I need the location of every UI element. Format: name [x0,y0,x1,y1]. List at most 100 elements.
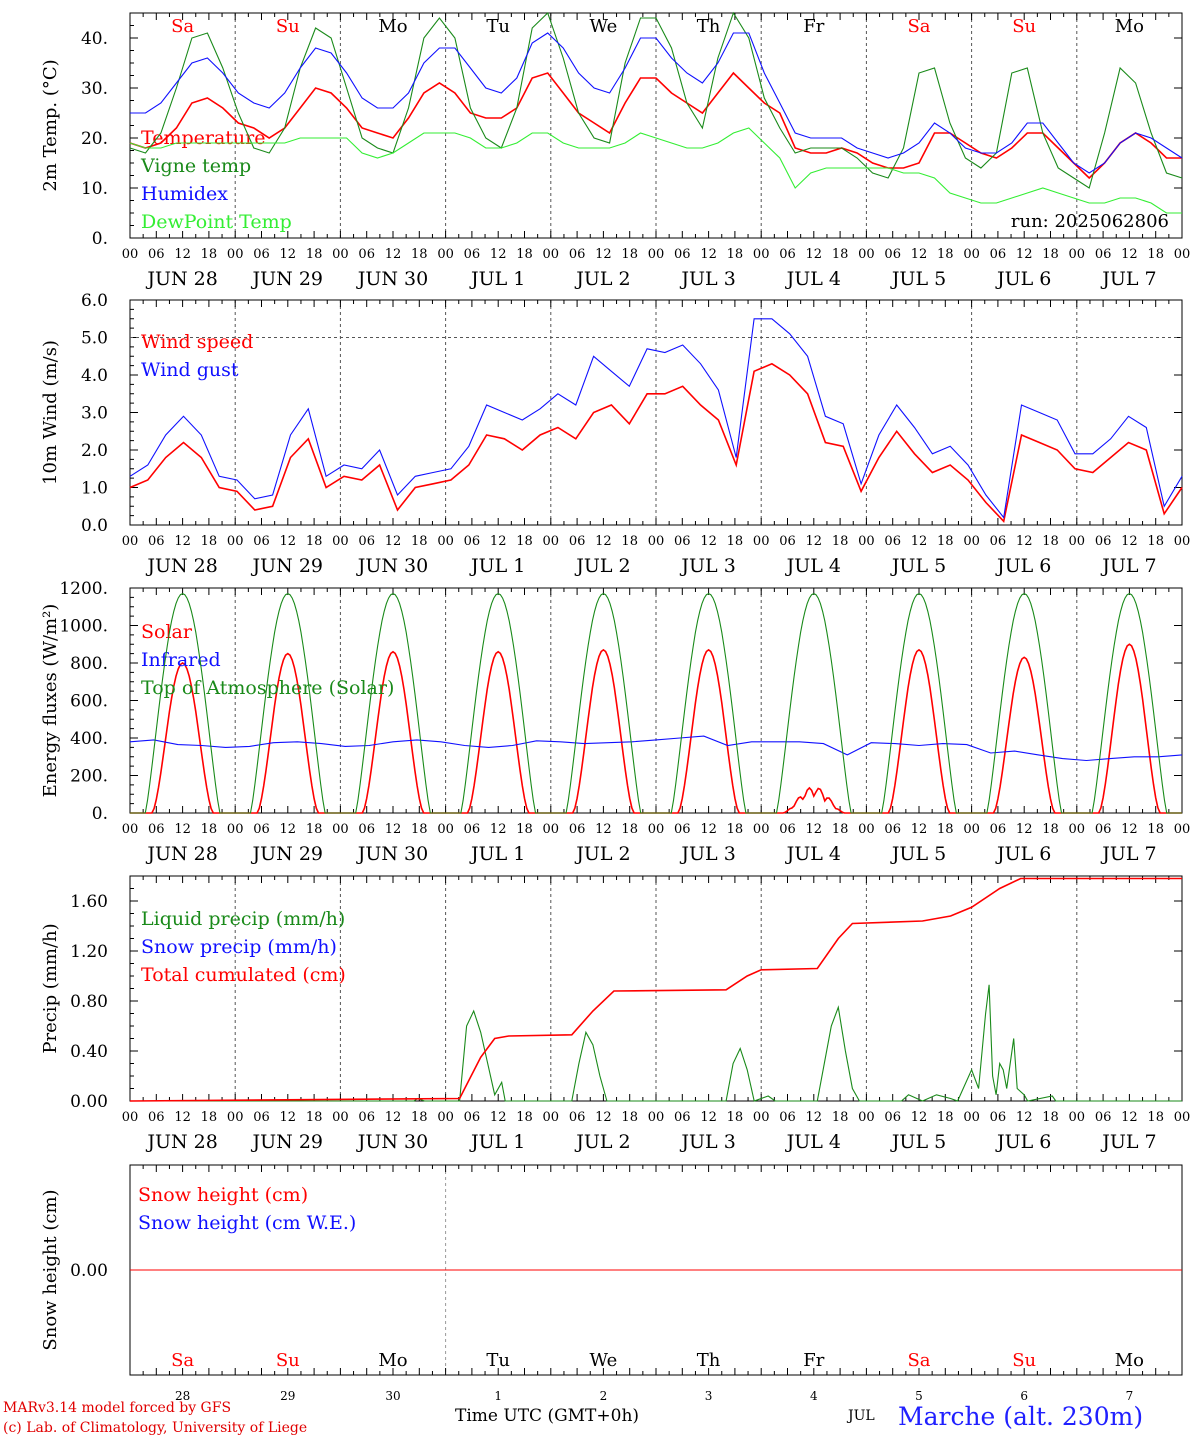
series-line-infrared [129,735,1183,762]
hour-tick-label: 12 [490,1110,507,1125]
hour-tick-label: 00 [1069,822,1086,837]
plot-frame [129,12,1183,239]
date-label: JUL 4 [785,555,841,577]
y-tick-label: 30. [81,79,108,99]
hour-tick-label: 12 [1016,534,1033,549]
hour-tick-label: 18 [1147,534,1164,549]
hour-tick-label: 06 [990,247,1007,262]
hour-tick-label: 18 [411,1110,428,1125]
date-label: JUL 5 [890,555,946,577]
y-tick-label: 40. [81,29,108,49]
hour-tick-label: 18 [516,534,533,549]
hour-tick-label: 06 [779,822,796,837]
hour-tick-label: 18 [727,247,744,262]
hour-tick-label: 00 [753,1110,770,1125]
legend-entry: Humidex [141,183,228,205]
y-tick-label: 10. [81,179,108,199]
hour-tick-label: 00 [1174,1110,1191,1125]
y-tick-label: 0.00 [70,1092,108,1112]
hour-tick-label: 18 [1042,534,1059,549]
weekday-label: Th [697,16,721,37]
hour-tick-label: 00 [437,1110,454,1125]
hour-tick-label: 18 [1147,1110,1164,1125]
panel-5: 0.00 Snow height (cm) 28 29 30 1 2 3 4 5 6 7 Snow he… [40,1164,1183,1403]
y-tick-label: 0.40 [70,1042,108,1062]
legend-entry: Snow height (cm) [138,1184,308,1206]
hour-tick-label: 06 [253,247,270,262]
hour-tick-label: 12 [911,247,928,262]
weekday-label: We [590,1350,618,1371]
weekday-label: Th [697,1350,721,1371]
hour-tick-label: 00 [543,247,560,262]
y-tick-label: 3.0 [81,404,108,424]
hour-tick-label: 00 [1174,822,1191,837]
hour-tick-label: 18 [937,822,954,837]
hour-tick-label: 06 [1095,1110,1112,1125]
date-label: JUL 6 [995,1131,1051,1153]
hour-tick-label: 06 [148,822,165,837]
hour-tick-label: 00 [963,247,980,262]
weekday-label: Mo [378,16,407,37]
legend-entry: Wind speed [141,331,253,353]
hour-tick-label: 00 [648,247,665,262]
hour-tick-label: 00 [543,1110,560,1125]
series-line-wind-gust [129,318,1183,519]
hour-tick-label: 00 [437,247,454,262]
hour-tick-label: 18 [516,1110,533,1125]
hour-tick-label: 18 [621,534,638,549]
weekday-label: Fr [803,16,824,37]
hour-tick-label: 06 [569,822,586,837]
y-tick-label: 800. [70,654,108,674]
legend-entry: Infrared [141,649,221,671]
hour-tick-label: 12 [174,822,191,837]
panel-4: 0.00 0.40 0.80 1.20 1.60 Precip (mm/h) 00 06 12 1… [40,875,1191,1153]
x-axis-title: Time UTC (GMT+0h) [455,1406,640,1426]
hour-tick-label: 00 [122,1110,139,1125]
hour-tick-label: 18 [411,247,428,262]
hour-tick-label: 18 [937,1110,954,1125]
date-label: JUN 30 [356,555,428,577]
hour-tick-label: 18 [411,534,428,549]
hour-tick-label: 00 [543,534,560,549]
hour-tick-label: 00 [122,247,139,262]
hour-tick-label: 00 [227,822,244,837]
hour-tick-label: 06 [884,1110,901,1125]
date-label: JUN 30 [356,843,428,865]
model-credit: MARv3.14 model forced by GFS [3,1400,232,1416]
hour-tick-label: 18 [621,822,638,837]
day-number-label: 4 [810,1389,818,1403]
hour-tick-label: 06 [148,247,165,262]
hour-tick-label: 06 [674,822,691,837]
y-tick-label: 0. [92,804,108,824]
hour-tick-label: 00 [332,822,349,837]
hour-tick-label: 06 [1095,822,1112,837]
date-label: JUL 3 [679,843,735,865]
hour-tick-label: 18 [832,247,849,262]
y-tick-label: 1000. [59,617,108,637]
date-label: JUN 29 [251,843,323,865]
date-label: JUL 7 [1100,268,1156,290]
hour-tick-label: 06 [253,822,270,837]
hour-tick-label: 06 [674,247,691,262]
date-label: JUL 1 [469,1131,525,1153]
legend-entry: Temperature [141,127,265,149]
date-label: JUN 29 [251,1131,323,1153]
y-axis-label: Energy fluxes (W/m²) [40,604,61,798]
weekday-label: Su [276,1350,300,1371]
series-line-temperature [129,71,1182,180]
hour-tick-label: 00 [963,534,980,549]
hour-tick-label: 18 [1042,822,1059,837]
hour-tick-label: 06 [990,534,1007,549]
y-tick-label: 6.0 [81,291,108,311]
legend-entry: Wind gust [141,359,239,381]
y-tick-label: 1.60 [70,892,108,912]
hour-tick-label: 12 [595,1110,612,1125]
hour-tick-label: 00 [227,1110,244,1125]
hour-tick-label: 12 [385,534,402,549]
hour-tick-label: 06 [464,1110,481,1125]
weekday-label: Sa [171,1350,194,1371]
hour-tick-label: 12 [595,247,612,262]
date-label: JUL 6 [995,268,1051,290]
hour-tick-label: 00 [122,534,139,549]
